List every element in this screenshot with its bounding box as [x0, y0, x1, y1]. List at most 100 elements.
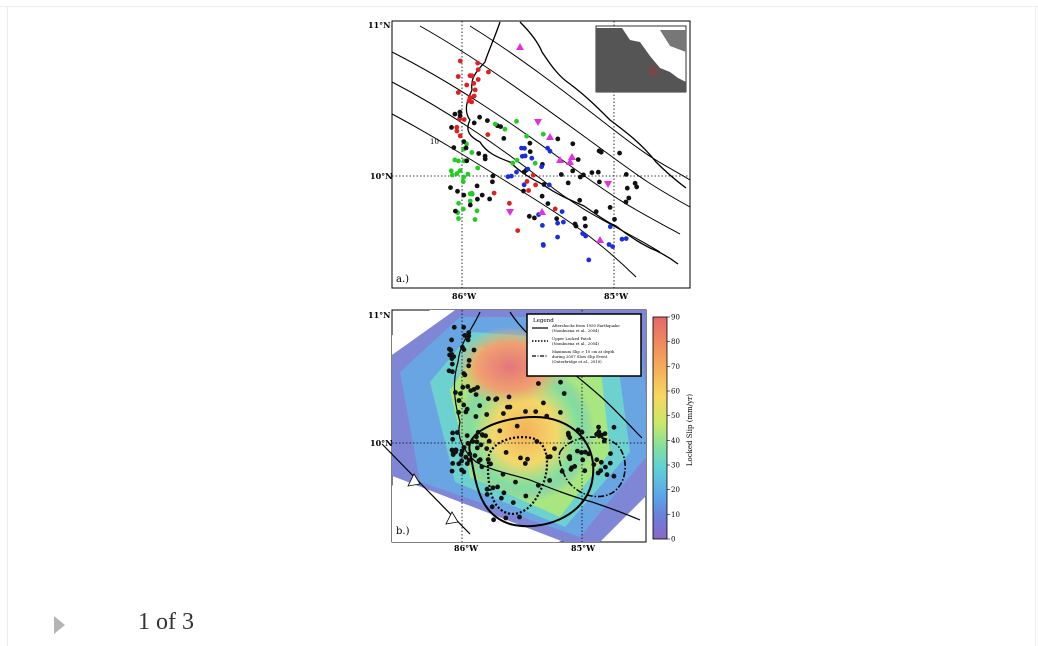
earthquake-marker [467, 198, 473, 204]
earthquake-marker [474, 183, 480, 189]
legend-item-slow-slip-2: during 2007 Slow Slip Event [552, 354, 608, 359]
earthquake-marker [607, 460, 613, 466]
earthquake-marker [503, 450, 509, 455]
volcano-marker [538, 208, 546, 215]
earthquake-marker [535, 482, 541, 488]
earthquake-marker [555, 220, 560, 226]
legend-item-locked-patch: Upper Locked Patch [552, 336, 592, 341]
earthquake-marker [467, 73, 473, 78]
earthquake-marker [522, 461, 528, 466]
legend-box [526, 313, 642, 377]
earthquake-marker [522, 145, 527, 151]
earthquake-marker [465, 441, 471, 446]
earthquake-marker [610, 244, 615, 250]
earthquake-marker [475, 77, 481, 82]
earthquake-marker [575, 427, 581, 433]
earthquake-marker [575, 448, 580, 454]
earthquake-marker [448, 347, 454, 353]
earthquake-marker [558, 172, 564, 177]
earthquake-marker [586, 451, 591, 457]
earthquake-marker [583, 223, 588, 229]
earthquake-marker [491, 517, 496, 523]
earthquake-marker [475, 67, 481, 72]
earthquake-marker [552, 206, 558, 212]
earthquake-marker [450, 452, 456, 457]
earthquake-marker [597, 179, 602, 185]
earthquake-marker [619, 236, 625, 242]
earthquake-marker [461, 469, 467, 475]
earthquake-marker [473, 392, 479, 397]
earthquake-marker [472, 87, 478, 93]
earthquake-marker [580, 457, 586, 463]
earthquake-marker [598, 459, 604, 465]
earthquake-marker [540, 131, 546, 137]
frame-left-border [7, 6, 8, 646]
earthquake-marker [471, 93, 477, 99]
earthquake-marker [599, 432, 604, 438]
earthquake-marker [448, 185, 453, 191]
earthquake-marker [593, 209, 599, 215]
earthquake-marker [460, 344, 465, 350]
earthquake-marker [477, 114, 482, 120]
volcano-marker [568, 153, 576, 160]
earthquake-marker [471, 81, 477, 86]
earthquake-marker [484, 446, 490, 451]
earthquake-marker [455, 188, 460, 194]
inset-land-2 [660, 30, 686, 52]
earthquake-marker [463, 145, 469, 151]
earthquake-marker [462, 333, 468, 338]
colorbar-label: Locked Slip (mm/yr) [686, 394, 694, 467]
earthquake-marker [526, 213, 532, 219]
earthquake-marker [479, 464, 485, 470]
earthquake-marker [545, 201, 551, 207]
earthquake-marker [485, 132, 491, 137]
volcano-marker [566, 158, 574, 165]
earthquake-marker [461, 371, 467, 376]
earthquake-marker [579, 450, 584, 455]
earthquake-marker [608, 451, 613, 456]
contour-label-10: 10 [430, 138, 439, 146]
earthquake-marker [449, 125, 454, 130]
play-icon[interactable] [54, 616, 65, 634]
earthquake-marker [497, 428, 503, 434]
colorbar-ticks: 90 80 70 60 50 40 30 20 10 0 [667, 314, 680, 544]
earthquake-marker [473, 414, 479, 419]
earthquake-marker [532, 215, 537, 221]
earthquake-marker [466, 358, 472, 363]
colorbar-tick-label: 10 [671, 511, 680, 519]
earthquake-marker [607, 224, 613, 230]
earthquake-marker [577, 197, 583, 203]
colorbar-tick-label: 50 [671, 412, 680, 420]
earthquake-marker [525, 456, 530, 462]
earthquake-marker [518, 455, 523, 461]
earthquake-marker [601, 438, 607, 444]
earthquake-marker [479, 192, 485, 198]
earthquake-marker [589, 170, 595, 176]
earthquake-marker [486, 438, 492, 444]
volcano-marker [604, 181, 612, 188]
earthquake-marker [525, 166, 531, 172]
earthquake-marker [552, 446, 557, 451]
earthquake-marker [500, 471, 506, 477]
earthquake-marker [603, 464, 608, 470]
earthquake-marker [527, 140, 533, 146]
earthquake-marker [521, 188, 526, 194]
colorbar-tick-label: 60 [671, 388, 680, 396]
earthquake-marker [596, 429, 602, 435]
earthquake-marker [491, 190, 497, 196]
earthquake-marker [459, 448, 465, 454]
legend-item-slow-slip-cite: (Outerbridge et al., 2010) [552, 359, 602, 364]
earthquake-marker [451, 145, 457, 151]
earthquake-marker [485, 118, 490, 123]
earthquake-marker [492, 121, 498, 127]
slow-slip-outline [558, 436, 626, 498]
earthquake-marker [450, 461, 456, 466]
earthquake-marker [515, 228, 521, 234]
earthquake-marker [475, 429, 481, 435]
earthquake-marker [471, 387, 477, 392]
panel-a-earthquake-markers [448, 43, 640, 263]
earthquake-marker [465, 171, 471, 177]
earthquake-marker [544, 413, 550, 419]
colorbar-tick-label: 70 [671, 363, 680, 371]
earthquake-marker [501, 411, 506, 416]
